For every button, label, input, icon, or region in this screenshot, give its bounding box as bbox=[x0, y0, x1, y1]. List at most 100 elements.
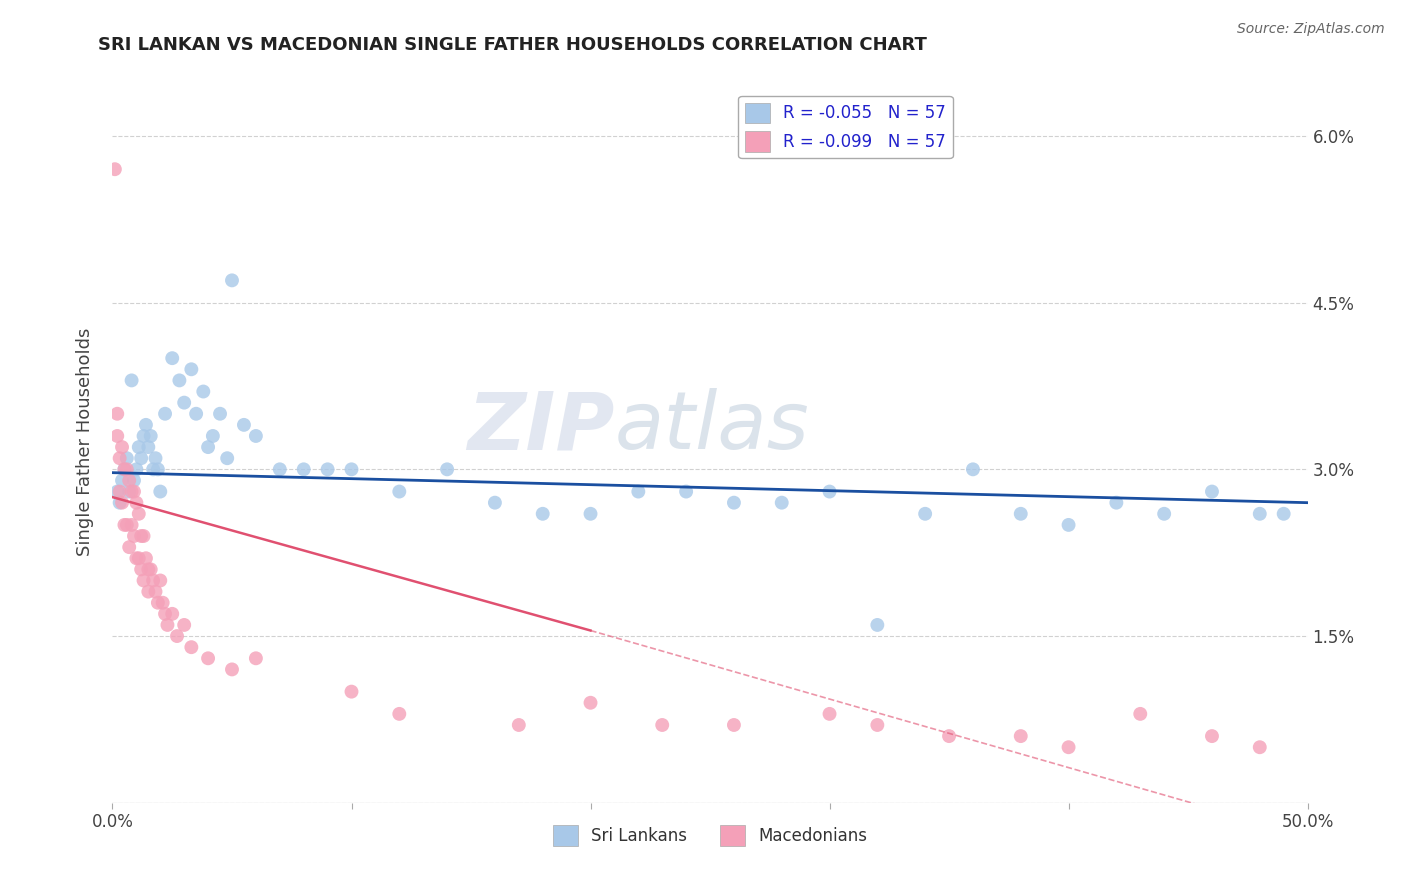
Point bbox=[269, 462, 291, 476]
Point bbox=[139, 429, 162, 443]
Point bbox=[121, 517, 143, 532]
Point bbox=[138, 562, 160, 576]
Point bbox=[138, 440, 160, 454]
Point bbox=[105, 429, 128, 443]
Point bbox=[105, 484, 128, 499]
Point bbox=[129, 529, 152, 543]
Point bbox=[132, 574, 155, 588]
Point bbox=[153, 607, 176, 621]
Point bbox=[125, 462, 148, 476]
Point bbox=[1057, 740, 1080, 755]
Point bbox=[209, 407, 232, 421]
Point bbox=[723, 718, 745, 732]
Point bbox=[245, 651, 267, 665]
Point bbox=[152, 596, 174, 610]
Point bbox=[142, 462, 165, 476]
Point bbox=[125, 551, 148, 566]
Point bbox=[436, 462, 458, 476]
Text: atlas: atlas bbox=[614, 388, 810, 467]
Point bbox=[962, 462, 984, 476]
Point bbox=[128, 440, 150, 454]
Point bbox=[1249, 740, 1271, 755]
Point bbox=[114, 462, 135, 476]
Point bbox=[186, 407, 208, 421]
Point bbox=[162, 351, 183, 366]
Point bbox=[115, 462, 138, 476]
Point bbox=[233, 417, 256, 432]
Point bbox=[105, 407, 128, 421]
Point bbox=[1153, 507, 1175, 521]
Point bbox=[122, 484, 145, 499]
Point bbox=[914, 507, 936, 521]
Point bbox=[135, 417, 157, 432]
Point bbox=[1249, 507, 1271, 521]
Text: Source: ZipAtlas.com: Source: ZipAtlas.com bbox=[1237, 22, 1385, 37]
Point bbox=[139, 562, 162, 576]
Point bbox=[340, 684, 363, 698]
Point bbox=[104, 162, 127, 177]
Point bbox=[114, 517, 135, 532]
Point bbox=[508, 718, 530, 732]
Point bbox=[108, 496, 131, 510]
Point bbox=[146, 596, 169, 610]
Point bbox=[153, 407, 176, 421]
Point bbox=[132, 529, 155, 543]
Point bbox=[180, 640, 202, 655]
Point bbox=[115, 451, 138, 466]
Point bbox=[115, 517, 138, 532]
Point bbox=[579, 507, 602, 521]
Point bbox=[132, 429, 155, 443]
Point bbox=[128, 507, 150, 521]
Point bbox=[818, 484, 841, 499]
Point bbox=[818, 706, 841, 721]
Point bbox=[138, 584, 160, 599]
Point bbox=[162, 607, 183, 621]
Point bbox=[340, 462, 363, 476]
Point bbox=[938, 729, 960, 743]
Point bbox=[770, 496, 793, 510]
Point bbox=[108, 451, 131, 466]
Point bbox=[292, 462, 315, 476]
Point bbox=[197, 440, 219, 454]
Point bbox=[1201, 729, 1223, 743]
Point bbox=[197, 651, 219, 665]
Point bbox=[531, 507, 554, 521]
Point bbox=[1010, 729, 1032, 743]
Y-axis label: Single Father Households: Single Father Households bbox=[76, 327, 94, 556]
Point bbox=[579, 696, 602, 710]
Point bbox=[1129, 706, 1152, 721]
Point bbox=[193, 384, 215, 399]
Point bbox=[173, 395, 195, 409]
Point bbox=[128, 551, 150, 566]
Point bbox=[142, 574, 165, 588]
Point bbox=[1010, 507, 1032, 521]
Point bbox=[114, 462, 135, 476]
Point bbox=[149, 574, 172, 588]
Point bbox=[129, 562, 152, 576]
Text: SRI LANKAN VS MACEDONIAN SINGLE FATHER HOUSEHOLDS CORRELATION CHART: SRI LANKAN VS MACEDONIAN SINGLE FATHER H… bbox=[98, 36, 928, 54]
Point bbox=[866, 718, 889, 732]
Point bbox=[866, 618, 889, 632]
Point bbox=[675, 484, 697, 499]
Point bbox=[111, 474, 134, 488]
Point bbox=[180, 362, 202, 376]
Point bbox=[121, 484, 143, 499]
Point bbox=[145, 584, 167, 599]
Point bbox=[145, 451, 167, 466]
Point bbox=[221, 662, 243, 676]
Point bbox=[111, 496, 134, 510]
Point bbox=[129, 451, 152, 466]
Point bbox=[627, 484, 650, 499]
Point bbox=[122, 474, 145, 488]
Point bbox=[111, 440, 134, 454]
Point bbox=[201, 429, 224, 443]
Point bbox=[121, 373, 143, 387]
Point bbox=[217, 451, 239, 466]
Point bbox=[118, 474, 141, 488]
Point bbox=[1105, 496, 1128, 510]
Point bbox=[316, 462, 339, 476]
Point bbox=[1057, 517, 1080, 532]
Point bbox=[118, 540, 141, 554]
Point bbox=[169, 373, 191, 387]
Point bbox=[166, 629, 188, 643]
